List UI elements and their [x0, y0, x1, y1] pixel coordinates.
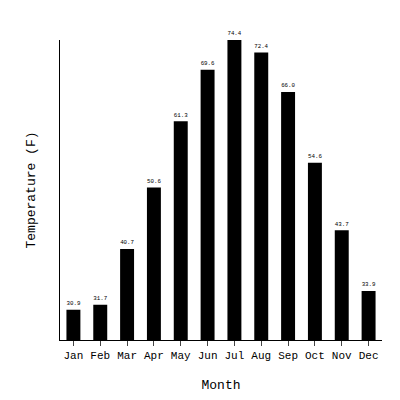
svg-text:Apr: Apr: [144, 350, 164, 362]
svg-text:Jun: Jun: [198, 350, 218, 362]
svg-text:Dec: Dec: [359, 350, 379, 362]
svg-text:31.7: 31.7: [93, 295, 107, 302]
svg-text:Aug: Aug: [251, 350, 271, 362]
svg-text:Jul: Jul: [225, 350, 245, 362]
svg-text:Jan: Jan: [64, 350, 84, 362]
svg-text:Nov: Nov: [332, 350, 352, 362]
svg-text:May: May: [171, 350, 191, 362]
svg-text:66.0: 66.0: [281, 82, 295, 89]
svg-text:30.9: 30.9: [66, 300, 80, 307]
svg-text:33.9: 33.9: [362, 281, 376, 288]
svg-text:Sep: Sep: [278, 350, 298, 362]
svg-text:69.6: 69.6: [201, 60, 215, 67]
svg-text:72.4: 72.4: [254, 43, 268, 50]
svg-text:74.4: 74.4: [227, 30, 241, 37]
svg-text:50.6: 50.6: [147, 178, 161, 185]
svg-text:Feb: Feb: [90, 350, 110, 362]
svg-text:Temperature (F): Temperature (F): [24, 131, 39, 248]
svg-text:40.7: 40.7: [120, 239, 134, 246]
svg-text:61.3: 61.3: [174, 112, 188, 119]
svg-text:Oct: Oct: [305, 350, 325, 362]
svg-text:43.7: 43.7: [335, 221, 349, 228]
svg-text:54.6: 54.6: [308, 153, 322, 160]
svg-text:Month: Month: [201, 378, 240, 393]
svg-text:Mar: Mar: [117, 350, 137, 362]
